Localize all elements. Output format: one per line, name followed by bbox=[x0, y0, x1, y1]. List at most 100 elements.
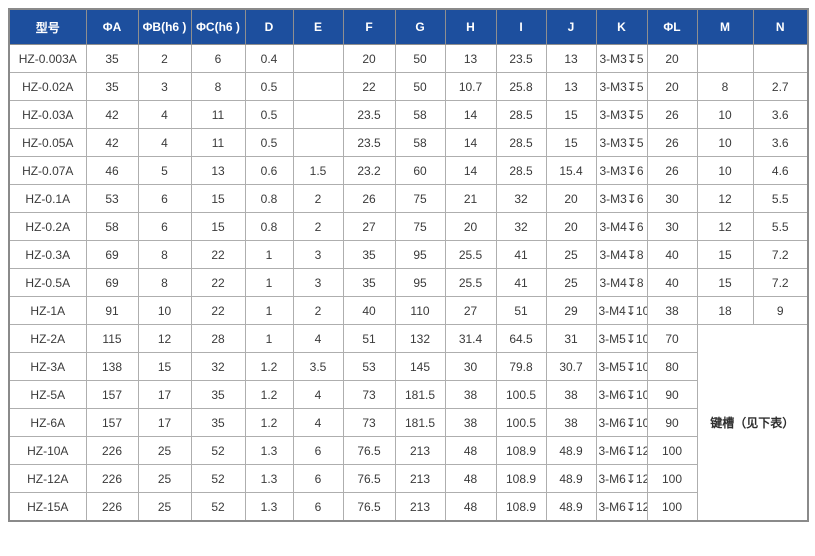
spec-table-container: 型号 ΦA ΦB(h6 ) ΦC(h6 ) D E F G H I J K ΦL… bbox=[8, 8, 809, 522]
value-cell: 31.4 bbox=[444, 324, 497, 353]
header-n: N bbox=[752, 8, 809, 45]
header-e: E bbox=[292, 8, 344, 45]
value-cell: 10 bbox=[137, 296, 192, 325]
header-f: F bbox=[342, 8, 396, 45]
value-cell: 14 bbox=[444, 100, 497, 129]
value-cell: 4 bbox=[137, 100, 192, 129]
value-cell: 25 bbox=[137, 492, 192, 522]
value-cell: 30.7 bbox=[545, 352, 597, 381]
value-cell: 48.9 bbox=[545, 436, 597, 465]
table-body: HZ-0.003A 35 2 6 0.4 20 50 13 23.5 13 3-M3↧5 20 HZ-0… bbox=[8, 44, 809, 522]
value-cell: 226 bbox=[85, 464, 139, 493]
value-cell: 31 bbox=[545, 324, 597, 353]
value-cell: 3-M4↧8 bbox=[595, 240, 648, 269]
value-cell: 28.5 bbox=[495, 100, 547, 129]
value-cell: 38 bbox=[545, 408, 597, 437]
value-cell: 3.6 bbox=[752, 128, 809, 157]
value-cell: 20 bbox=[646, 44, 698, 73]
value-cell: 4 bbox=[292, 324, 344, 353]
value-cell: 6 bbox=[137, 212, 192, 241]
value-cell: 12 bbox=[696, 212, 754, 241]
table-row: HZ-0.03A 42 4 11 0.5 23.5 58 14 28.5 15 3-M3↧5 26 10… bbox=[8, 100, 809, 129]
header-model: 型号 bbox=[8, 8, 87, 45]
value-cell: 48 bbox=[444, 436, 497, 465]
value-cell: 11 bbox=[190, 128, 246, 157]
value-cell: 1.5 bbox=[292, 156, 344, 185]
value-cell: 17 bbox=[137, 408, 192, 437]
value-cell: 25.5 bbox=[444, 240, 497, 269]
spec-table: 型号 ΦA ΦB(h6 ) ΦC(h6 ) D E F G H I J K ΦL… bbox=[8, 8, 809, 522]
table-row: HZ-0.02A 35 3 8 0.5 22 50 10.7 25.8 13 3-M3↧5 20 8 2.… bbox=[8, 72, 809, 101]
header-h: H bbox=[444, 8, 497, 45]
value-cell: 38 bbox=[444, 380, 497, 409]
value-cell: 48 bbox=[444, 464, 497, 493]
value-cell: 76.5 bbox=[342, 464, 396, 493]
value-cell: 1.3 bbox=[244, 464, 294, 493]
value-cell: 3-M5↧10 bbox=[595, 352, 648, 381]
value-cell: 4 bbox=[292, 408, 344, 437]
value-cell: 2 bbox=[292, 212, 344, 241]
table-row: HZ-0.07A 46 5 13 0.6 1.5 23.2 60 14 28.5 15.4 3-M3↧… bbox=[8, 156, 809, 185]
value-cell: 15 bbox=[190, 212, 246, 241]
value-cell bbox=[752, 44, 809, 73]
value-cell: 4.6 bbox=[752, 156, 809, 185]
value-cell: 38 bbox=[646, 296, 698, 325]
value-cell: 30 bbox=[646, 184, 698, 213]
value-cell: 15.4 bbox=[545, 156, 597, 185]
header-d: D bbox=[244, 8, 294, 45]
value-cell: 25 bbox=[545, 268, 597, 297]
model-cell: HZ-6A bbox=[8, 408, 87, 437]
value-cell: 52 bbox=[190, 436, 246, 465]
value-cell: 3-M3↧5 bbox=[595, 128, 648, 157]
value-cell: 20 bbox=[342, 44, 396, 73]
value-cell: 0.5 bbox=[244, 128, 294, 157]
value-cell: 0.5 bbox=[244, 72, 294, 101]
value-cell: 3-M3↧5 bbox=[595, 100, 648, 129]
value-cell: 46 bbox=[85, 156, 139, 185]
value-cell: 23.5 bbox=[342, 100, 396, 129]
value-cell: 100 bbox=[646, 464, 698, 493]
value-cell: 58 bbox=[394, 100, 446, 129]
table-row: HZ-0.003A 35 2 6 0.4 20 50 13 23.5 13 3-M3↧5 20 bbox=[8, 44, 809, 73]
value-cell: 28.5 bbox=[495, 156, 547, 185]
value-cell: 100.5 bbox=[495, 408, 547, 437]
value-cell: 35 bbox=[85, 72, 139, 101]
header-phi-a: ΦA bbox=[85, 8, 139, 45]
value-cell: 30 bbox=[444, 352, 497, 381]
model-cell: HZ-0.5A bbox=[8, 268, 87, 297]
value-cell: 3-M6↧12 bbox=[595, 464, 648, 493]
value-cell: 25 bbox=[137, 464, 192, 493]
value-cell: 41 bbox=[495, 268, 547, 297]
value-cell: 12 bbox=[137, 324, 192, 353]
value-cell: 27 bbox=[342, 212, 396, 241]
value-cell bbox=[292, 44, 344, 73]
value-cell: 1 bbox=[244, 324, 294, 353]
table-row: HZ-0.5A 69 8 22 1 3 35 95 25.5 41 25 3-M4↧8 40 15 7.2 bbox=[8, 268, 809, 297]
value-cell: 3-M4↧10 bbox=[595, 296, 648, 325]
value-cell: 20 bbox=[646, 72, 698, 101]
value-cell: 35 bbox=[342, 240, 396, 269]
value-cell: 38 bbox=[545, 380, 597, 409]
keyway-note-cell: 键槽（见下表） bbox=[696, 324, 809, 522]
value-cell: 20 bbox=[545, 212, 597, 241]
value-cell: 75 bbox=[394, 212, 446, 241]
model-cell: HZ-10A bbox=[8, 436, 87, 465]
value-cell: 2 bbox=[292, 184, 344, 213]
value-cell: 69 bbox=[85, 240, 139, 269]
value-cell: 52 bbox=[190, 492, 246, 522]
value-cell: 70 bbox=[646, 324, 698, 353]
table-row: HZ-0.05A 42 4 11 0.5 23.5 58 14 28.5 15 3-M3↧5 26 10… bbox=[8, 128, 809, 157]
value-cell: 18 bbox=[696, 296, 754, 325]
value-cell: 14 bbox=[444, 128, 497, 157]
value-cell: 226 bbox=[85, 436, 139, 465]
value-cell: 17 bbox=[137, 380, 192, 409]
value-cell: 1 bbox=[244, 240, 294, 269]
table-row: HZ-15A 226 25 52 1.3 6 76.5 213 48 108.9 48.9 3-M6↧… bbox=[8, 492, 808, 522]
value-cell: 25.5 bbox=[444, 268, 497, 297]
value-cell: 1.2 bbox=[244, 352, 294, 381]
header-k: K bbox=[595, 8, 648, 45]
value-cell: 25 bbox=[545, 240, 597, 269]
value-cell: 32 bbox=[495, 212, 547, 241]
table-row: HZ-3A 138 15 32 1.2 3.5 53 145 30 79.8 30.7 3-M5↧10… bbox=[8, 352, 808, 381]
table-row: HZ-0.2A 58 6 15 0.8 2 27 75 20 32 20 3-M4↧6 30 12 5.5 bbox=[8, 212, 809, 241]
